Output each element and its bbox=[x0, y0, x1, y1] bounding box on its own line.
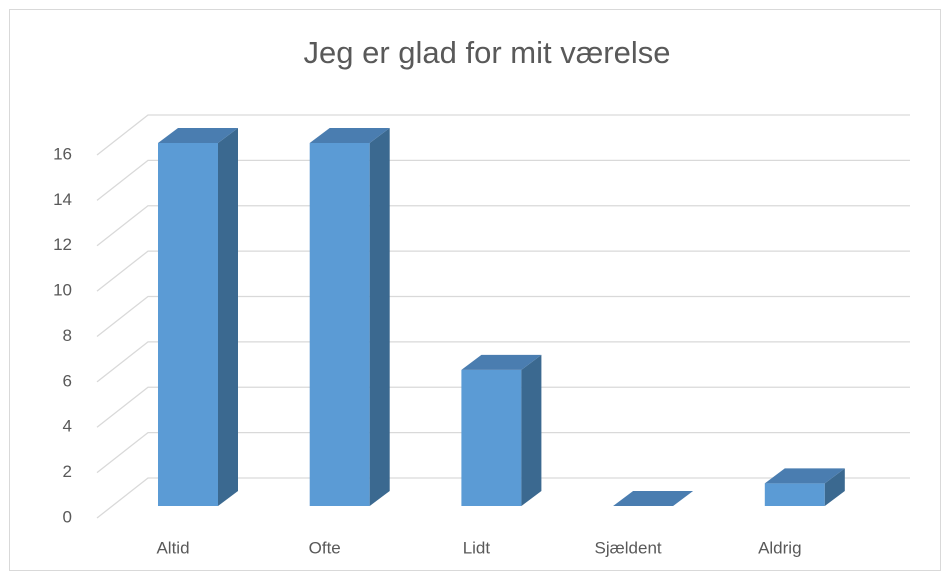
grid-line bbox=[96, 250, 910, 292]
grid-line bbox=[96, 295, 910, 338]
bar-side bbox=[369, 128, 390, 506]
grid-line bbox=[96, 159, 910, 201]
x-tick-label: Lidt bbox=[463, 538, 491, 557]
bar-top bbox=[613, 491, 694, 506]
grid-line bbox=[96, 477, 910, 519]
x-tick-label: Ofte bbox=[309, 538, 341, 557]
grid-line bbox=[96, 386, 910, 428]
bar-top bbox=[764, 468, 845, 484]
grid-line bbox=[96, 431, 910, 474]
bar-side bbox=[218, 128, 238, 506]
y-tick-label: 2 bbox=[63, 462, 72, 481]
grid-line bbox=[96, 205, 910, 247]
bar-front bbox=[461, 369, 522, 506]
y-tick-label: 10 bbox=[53, 281, 72, 300]
y-tick-label: 0 bbox=[63, 507, 72, 526]
y-tick-label: 14 bbox=[53, 190, 72, 209]
grid-line bbox=[96, 341, 910, 383]
y-tick-label: 16 bbox=[53, 144, 72, 163]
y-tick-label: 4 bbox=[63, 417, 72, 436]
x-tick-label: Altid bbox=[156, 538, 189, 557]
y-tick-label: 12 bbox=[53, 235, 72, 254]
bar-top bbox=[158, 128, 238, 143]
bar-front bbox=[309, 143, 370, 506]
bar-front bbox=[764, 483, 825, 506]
bar-side bbox=[521, 354, 542, 506]
chart-title: Jeg er glad for mit værelse bbox=[304, 35, 671, 70]
bar-side bbox=[824, 468, 845, 506]
x-tick-label: Sjældent bbox=[595, 538, 662, 557]
bar-top bbox=[461, 354, 542, 370]
y-tick-label: 8 bbox=[63, 326, 72, 345]
bar-front bbox=[158, 143, 218, 506]
x-tick-label: Aldrig bbox=[758, 538, 801, 557]
bar-top bbox=[309, 128, 390, 143]
y-tick-label: 6 bbox=[63, 371, 72, 390]
grid-line bbox=[96, 114, 910, 156]
